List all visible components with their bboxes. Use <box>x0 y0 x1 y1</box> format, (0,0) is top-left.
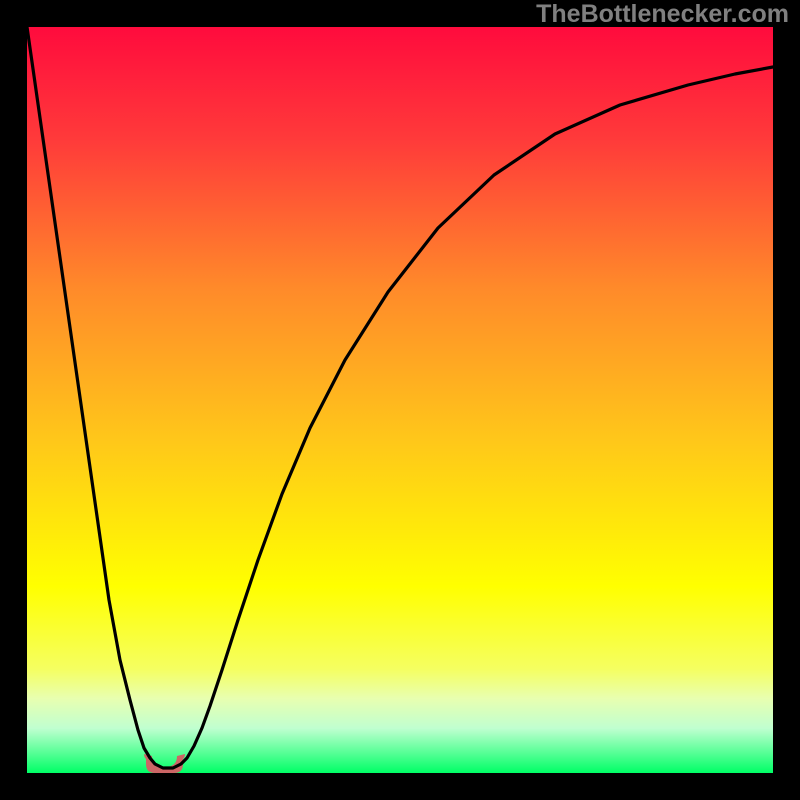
watermark-text: TheBottlenecker.com <box>536 0 789 29</box>
chart-background <box>27 27 773 773</box>
chart-container: TheBottlenecker.com <box>0 0 800 800</box>
bottleneck-curve-chart <box>0 0 800 800</box>
